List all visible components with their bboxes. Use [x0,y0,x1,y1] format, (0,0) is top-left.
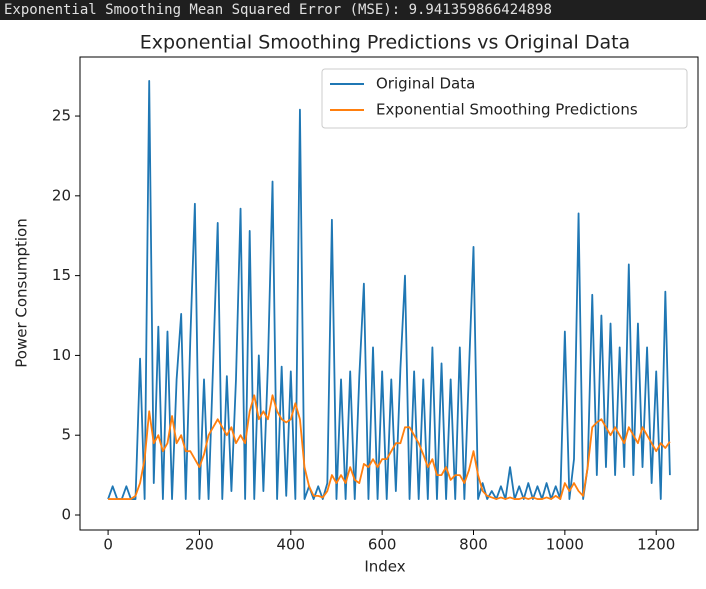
x-tick-label: 1000 [546,536,584,554]
y-tick-label: 25 [52,107,71,125]
plot-frame [79,56,699,531]
y-tick-label: 20 [52,186,71,204]
legend-label: Original Data [376,75,475,93]
chart-title: Exponential Smoothing Predictions vs Ori… [140,32,630,54]
x-tick-label: 400 [276,536,305,554]
x-tick-label: 0 [103,536,113,554]
x-tick-label: 800 [459,536,488,554]
y-tick-label: 0 [61,505,71,523]
x-tick-label: 200 [185,536,214,554]
y-tick-label: 15 [52,266,71,284]
x-tick-label: 600 [368,536,397,554]
legend-box [321,68,688,129]
y-tick-label: 10 [52,346,71,364]
y-tick-label: 5 [61,426,71,444]
console-bar [0,0,706,20]
series-line [108,394,671,500]
series-line [107,80,671,500]
legend-label: Exponential Smoothing Predictions [376,101,638,119]
x-tick-label: 1200 [637,536,675,554]
y-axis-label: Power Consumption [13,218,31,367]
console-output: Exponential Smoothing Mean Squared Error… [4,2,552,18]
x-axis-label: Index [364,558,405,576]
